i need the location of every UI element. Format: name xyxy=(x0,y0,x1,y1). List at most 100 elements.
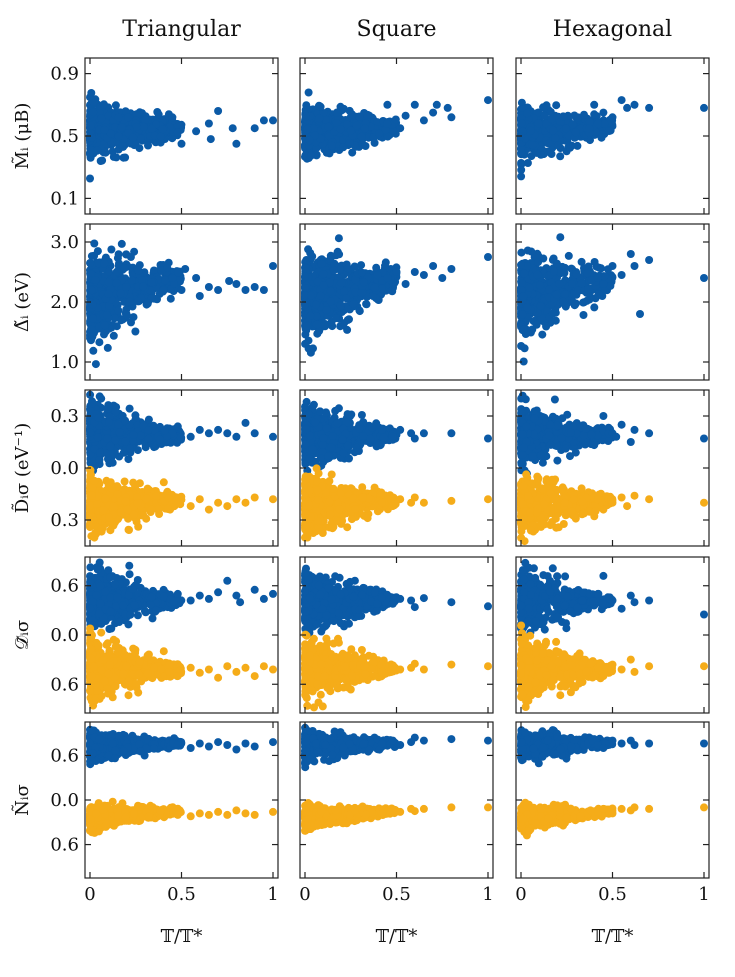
data-point xyxy=(539,255,547,263)
data-point xyxy=(529,141,537,149)
data-point xyxy=(89,108,97,116)
data-point xyxy=(312,301,320,309)
data-point xyxy=(362,142,370,150)
data-point xyxy=(87,122,95,130)
data-point xyxy=(362,300,370,308)
data-point xyxy=(524,247,532,255)
data-point xyxy=(139,282,147,290)
data-point xyxy=(317,103,325,111)
data-point xyxy=(583,297,591,305)
data-point xyxy=(420,116,428,124)
data-point xyxy=(119,143,127,151)
data-point xyxy=(609,262,617,270)
data-point xyxy=(86,175,94,183)
y-tick-label: 3.0 xyxy=(50,232,79,253)
data-point xyxy=(165,494,173,502)
data-point xyxy=(90,240,98,248)
data-point xyxy=(321,322,329,330)
data-point xyxy=(205,506,213,514)
data-point xyxy=(344,264,352,272)
data-point xyxy=(545,140,553,148)
data-point xyxy=(167,295,175,303)
data-point xyxy=(155,110,163,118)
data-point xyxy=(444,104,452,112)
data-point xyxy=(115,114,123,122)
data-point xyxy=(93,147,101,155)
data-point xyxy=(103,435,111,443)
data-point xyxy=(584,286,592,294)
data-point xyxy=(313,321,321,329)
y-tick-label: 0.3 xyxy=(50,406,79,427)
data-point xyxy=(578,279,586,287)
column-title-square: Square xyxy=(357,17,437,42)
data-point xyxy=(306,136,314,144)
data-point xyxy=(645,256,653,264)
data-point xyxy=(105,418,113,426)
data-point xyxy=(88,492,96,500)
data-point xyxy=(556,152,564,160)
data-point xyxy=(552,101,560,109)
data-point xyxy=(105,268,113,276)
panel-hexagonal-row-2 xyxy=(516,224,709,380)
data-point xyxy=(517,161,525,169)
data-point xyxy=(545,286,553,294)
data-point xyxy=(590,101,598,109)
data-point xyxy=(159,286,167,294)
series-blue-points xyxy=(86,240,277,369)
data-point xyxy=(174,269,182,277)
series-blue-points xyxy=(517,96,708,180)
data-point xyxy=(561,290,569,298)
data-point xyxy=(429,109,437,117)
data-point xyxy=(402,280,410,288)
data-point xyxy=(269,116,277,124)
data-point xyxy=(319,270,327,278)
data-point xyxy=(95,414,103,422)
data-point xyxy=(364,111,372,119)
data-point xyxy=(383,120,391,128)
data-point xyxy=(174,128,182,136)
data-point xyxy=(122,497,130,505)
data-point xyxy=(251,124,259,132)
data-point xyxy=(232,433,240,441)
data-point xyxy=(168,113,176,121)
data-point xyxy=(447,113,455,121)
data-point xyxy=(126,405,134,413)
data-point xyxy=(124,113,132,121)
data-point xyxy=(606,282,614,290)
data-point xyxy=(121,264,129,272)
data-point xyxy=(517,261,525,269)
data-point xyxy=(305,89,313,97)
data-point xyxy=(433,101,441,109)
data-point xyxy=(438,274,446,282)
data-point xyxy=(559,112,567,120)
data-point xyxy=(307,292,315,300)
ylabel-row-3: D̃ᵢσ (eV⁻¹) xyxy=(11,423,33,513)
data-point xyxy=(269,433,277,441)
data-point xyxy=(556,280,564,288)
data-point xyxy=(145,416,153,424)
column-title-hexagonal: Hexagonal xyxy=(553,17,672,42)
data-point xyxy=(145,435,153,443)
data-point xyxy=(113,268,121,276)
data-point xyxy=(303,322,311,330)
data-point xyxy=(127,253,135,261)
data-point xyxy=(549,127,557,135)
data-point xyxy=(109,459,117,467)
data-point xyxy=(106,442,114,450)
data-point xyxy=(129,431,137,439)
data-point xyxy=(519,310,527,318)
data-point xyxy=(517,172,525,180)
data-point xyxy=(232,280,240,288)
data-point xyxy=(595,290,603,298)
data-point xyxy=(105,278,113,286)
data-point xyxy=(562,124,570,132)
data-point xyxy=(553,291,561,299)
data-point xyxy=(420,271,428,279)
data-point xyxy=(327,297,335,305)
data-point xyxy=(112,153,120,161)
data-point xyxy=(129,134,137,142)
data-point xyxy=(131,328,139,336)
data-point xyxy=(121,417,129,425)
data-point xyxy=(346,139,354,147)
series-blue-points xyxy=(517,233,708,365)
